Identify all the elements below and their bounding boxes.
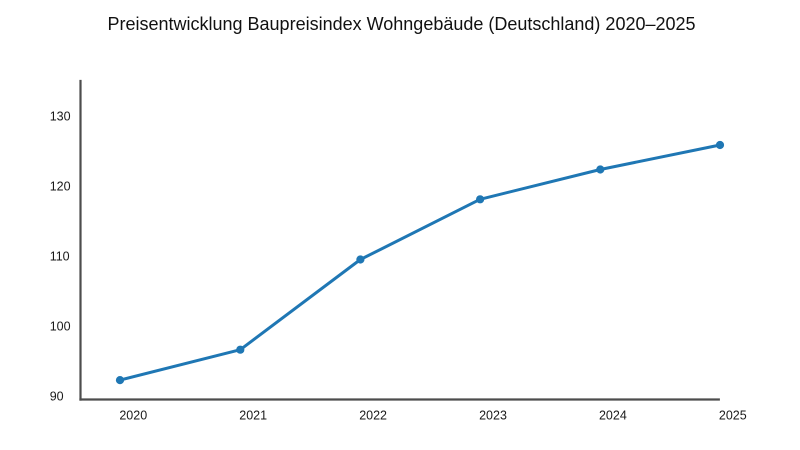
svg-text:2024: 2024 — [599, 409, 627, 423]
svg-text:2023: 2023 — [479, 409, 507, 423]
svg-text:100: 100 — [50, 320, 71, 334]
svg-text:2025: 2025 — [719, 409, 747, 423]
svg-text:90: 90 — [50, 390, 64, 404]
svg-text:110: 110 — [50, 249, 70, 263]
svg-text:2021: 2021 — [239, 409, 267, 423]
svg-text:2022: 2022 — [359, 409, 387, 423]
svg-text:2020: 2020 — [119, 409, 147, 423]
svg-text:Preisentwicklung Baupreisindex: Preisentwicklung Baupreisindex Wohngebäu… — [107, 14, 695, 34]
svg-text:120: 120 — [50, 179, 71, 193]
svg-text:130: 130 — [50, 109, 71, 123]
